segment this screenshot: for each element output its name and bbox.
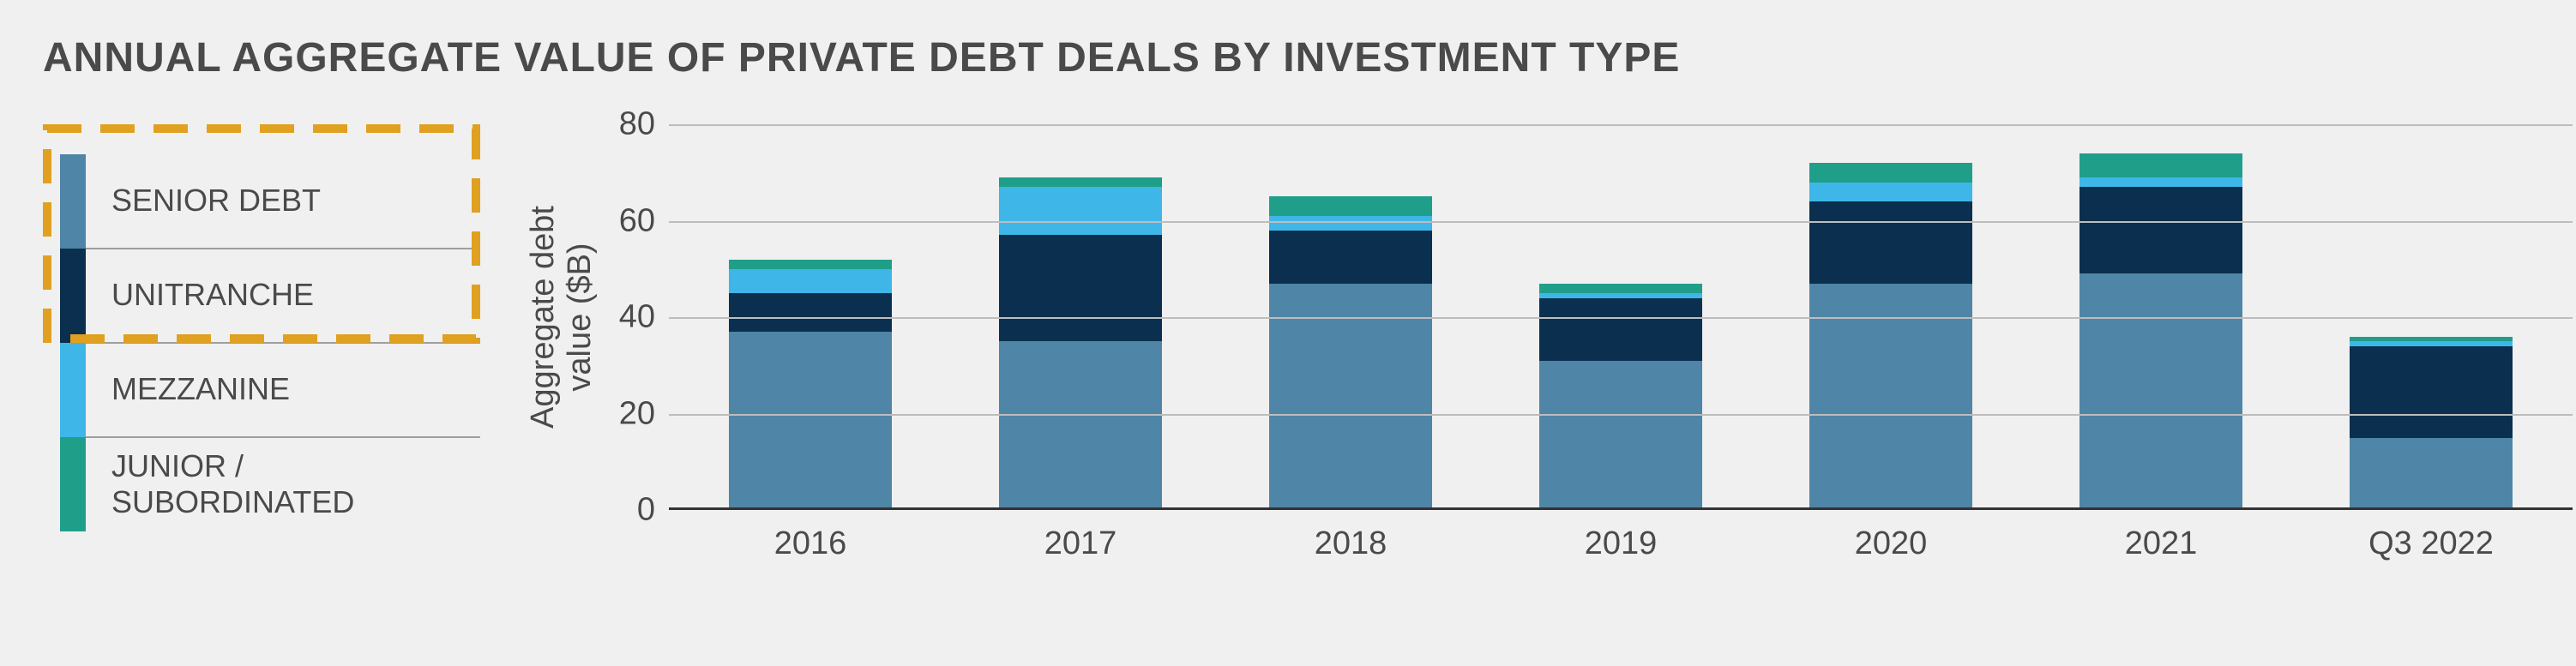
gridline <box>669 317 2573 319</box>
bar-seg-mezzanine <box>729 269 892 293</box>
bar-seg-unitranche <box>1269 231 1432 284</box>
y-tick-label: 40 <box>619 299 669 336</box>
legend-swatch-senior <box>60 154 86 249</box>
bar-seg-mezzanine <box>2350 341 2513 346</box>
bar-seg-unitranche <box>2350 346 2513 438</box>
bar-seg-junior <box>2350 337 2513 342</box>
bar-seg-senior <box>2079 273 2242 510</box>
x-tick-label: 2021 <box>2125 510 2198 562</box>
legend-label-mezzanine: MEZZANINE <box>86 342 480 438</box>
bar-seg-mezzanine <box>1809 183 1972 202</box>
bar-seg-junior <box>2079 153 2242 177</box>
legend-label-unitranche: UNITRANCHE <box>86 248 480 344</box>
y-tick-label: 0 <box>637 492 669 529</box>
bar-seg-junior <box>1809 163 1972 183</box>
y-axis-label: Aggregate debt value ($B) <box>525 206 599 429</box>
legend-item-mezzanine: MEZZANINE <box>60 343 480 437</box>
bar-seg-senior <box>999 341 1162 510</box>
bar-seg-senior <box>729 332 892 510</box>
bar-seg-mezzanine <box>2079 177 2242 187</box>
plot-area: 020406080201620172018201920202021Q3 2022 <box>669 124 2573 510</box>
legend-item-unitranche: UNITRANCHE <box>60 249 480 343</box>
axis-area: 020406080201620172018201920202021Q3 2022 <box>592 124 2573 510</box>
legend-wrap: SENIOR DEBTUNITRANCHEMEZZANINEJUNIOR / S… <box>43 124 480 531</box>
legend-item-senior: SENIOR DEBT <box>60 154 480 249</box>
bar-seg-junior <box>999 177 1162 187</box>
content-row: SENIOR DEBTUNITRANCHEMEZZANINEJUNIOR / S… <box>43 124 2533 531</box>
bar-seg-unitranche <box>2079 187 2242 273</box>
y-tick-label: 80 <box>619 106 669 143</box>
bar-seg-unitranche <box>729 293 892 332</box>
bar-seg-mezzanine <box>999 187 1162 235</box>
bar-seg-senior <box>1539 361 1702 510</box>
bar-seg-senior <box>2350 438 2513 510</box>
x-tick-label: 2020 <box>1855 510 1928 562</box>
bar-seg-unitranche <box>999 235 1162 341</box>
x-tick-label: 2019 <box>1585 510 1658 562</box>
y-tick-label: 20 <box>619 395 669 432</box>
gridline <box>669 414 2573 416</box>
legend-swatch-unitranche <box>60 249 86 343</box>
bar-seg-mezzanine <box>1539 293 1702 298</box>
legend-label-senior: SENIOR DEBT <box>86 153 480 249</box>
x-tick-label: 2017 <box>1044 510 1117 562</box>
x-tick-label: Q3 2022 <box>2368 510 2494 562</box>
legend-label-junior: JUNIOR / SUBORDINATED <box>86 437 480 531</box>
page-root: ANNUAL AGGREGATE VALUE OF PRIVATE DEBT D… <box>0 0 2576 666</box>
bar-seg-junior <box>1269 196 1432 216</box>
chart-title: ANNUAL AGGREGATE VALUE OF PRIVATE DEBT D… <box>43 34 2533 81</box>
bar-seg-junior <box>1539 284 1702 293</box>
gridline <box>669 221 2573 223</box>
legend: SENIOR DEBTUNITRANCHEMEZZANINEJUNIOR / S… <box>60 154 480 531</box>
y-axis-label-wrap: Aggregate debt value ($B) <box>532 124 592 510</box>
bar-seg-unitranche <box>1809 201 1972 284</box>
bar-seg-mezzanine <box>1269 216 1432 231</box>
chart-block: Aggregate debt value ($B) 02040608020162… <box>532 124 2573 510</box>
bar-seg-unitranche <box>1539 298 1702 361</box>
legend-swatch-mezzanine <box>60 343 86 437</box>
y-axis-label-line1: Aggregate debt <box>525 206 561 429</box>
bar-seg-junior <box>729 260 892 269</box>
legend-item-junior: JUNIOR / SUBORDINATED <box>60 437 480 531</box>
legend-swatch-junior <box>60 437 86 531</box>
gridline <box>669 124 2573 126</box>
x-tick-label: 2016 <box>774 510 847 562</box>
y-tick-label: 60 <box>619 202 669 239</box>
x-tick-label: 2018 <box>1315 510 1387 562</box>
